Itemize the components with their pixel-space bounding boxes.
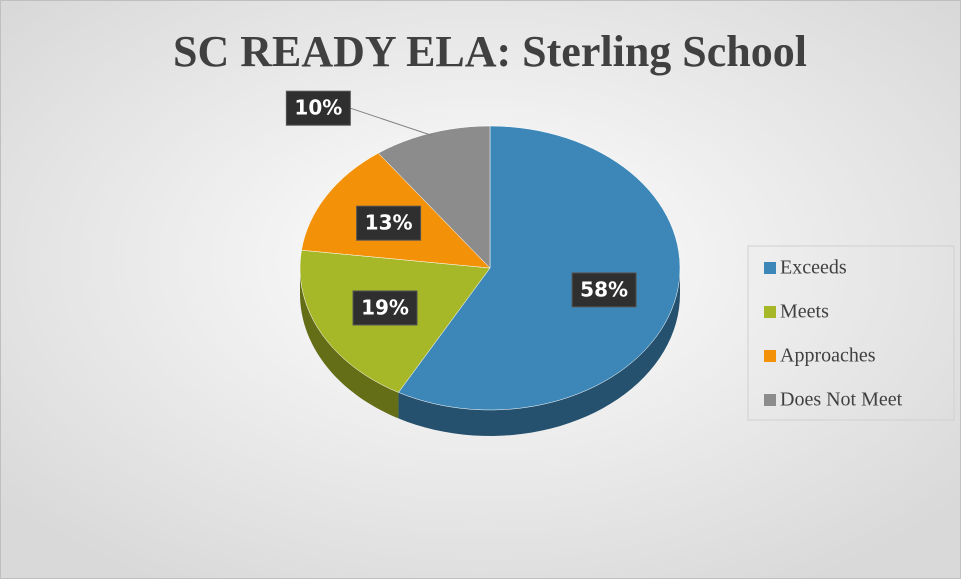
legend-label: Approaches xyxy=(780,345,876,367)
data-label: 58% xyxy=(580,277,628,301)
legend-label: Meets xyxy=(780,301,829,323)
data-label: 19% xyxy=(361,295,409,319)
chart-title: SC READY ELA: Sterling School xyxy=(173,27,807,76)
leader-line xyxy=(350,107,433,137)
data-label-box xyxy=(571,272,637,308)
slice-side xyxy=(398,268,680,436)
data-label-box xyxy=(356,205,422,241)
legend-swatch xyxy=(764,350,776,362)
legend-swatch xyxy=(764,394,776,406)
slice-side xyxy=(300,268,399,419)
legend-label: Does Not Meet xyxy=(780,389,903,411)
slice xyxy=(377,125,491,269)
legend-swatch xyxy=(764,262,776,274)
data-label-box xyxy=(285,90,351,126)
legend-swatch xyxy=(764,306,776,318)
data-label: 10% xyxy=(294,96,342,120)
data-label: 13% xyxy=(365,211,413,235)
legend-label: Exceeds xyxy=(780,257,847,279)
data-label-box xyxy=(352,290,418,326)
legend-box xyxy=(747,245,955,421)
slice xyxy=(398,125,681,411)
